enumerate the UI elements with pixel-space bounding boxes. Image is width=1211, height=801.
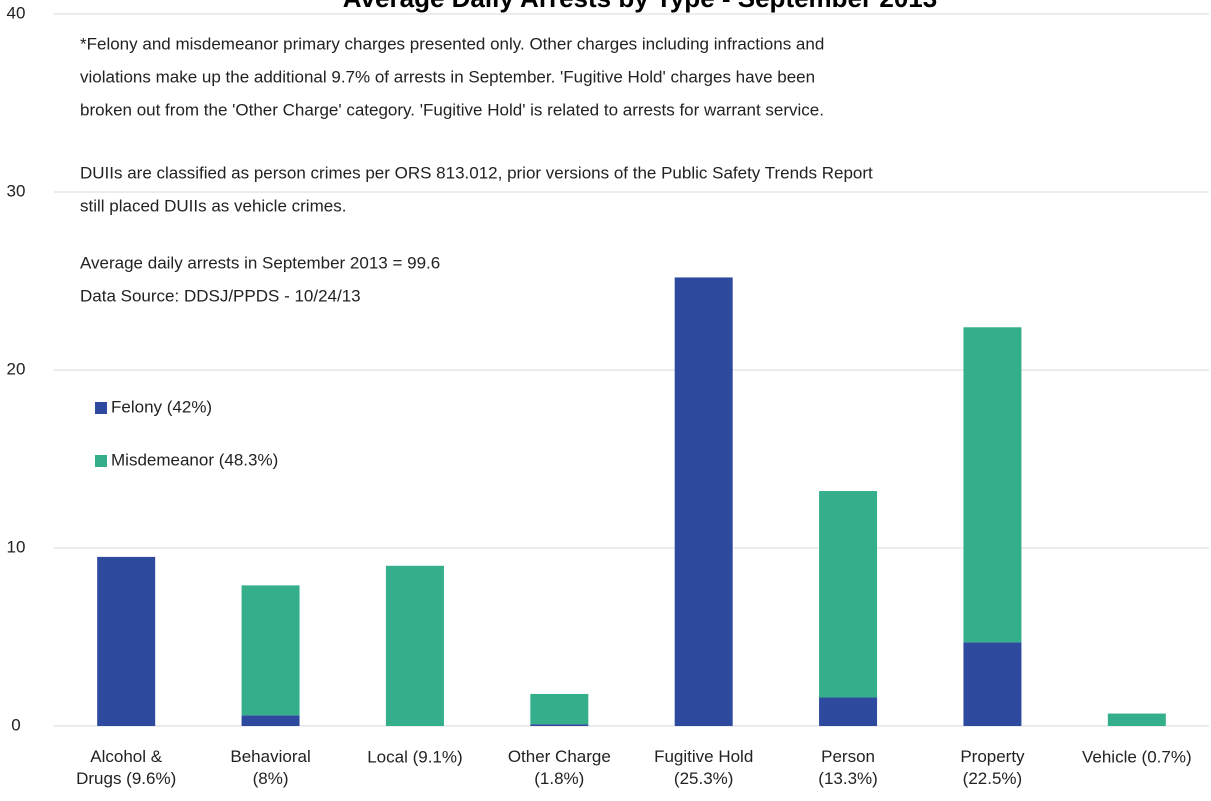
legend-label: Misdemeanor (48.3%) — [111, 450, 278, 469]
x-tick-label: Fugitive Hold (25.3%) — [654, 747, 753, 788]
x-tick-label: Vehicle (0.7%) — [1082, 747, 1192, 766]
note: DUIIs are classified as person crimes pe… — [80, 163, 873, 182]
y-tick-label: 30 — [7, 181, 26, 200]
bar-segment — [963, 327, 1022, 643]
y-tick-label: 10 — [7, 537, 26, 556]
y-tick-label: 0 — [11, 715, 20, 734]
bar-segment — [241, 715, 300, 726]
legend-swatch — [95, 455, 107, 467]
bar-segment — [97, 556, 156, 726]
y-tick-label: 20 — [7, 359, 26, 378]
bar-segment — [385, 565, 444, 726]
bar-segment — [819, 491, 878, 698]
legend-swatch — [95, 402, 107, 414]
bar-segment — [530, 693, 589, 725]
legend-label: Felony (42%) — [111, 397, 212, 416]
bar-segment — [241, 585, 300, 716]
bar-segment — [530, 724, 589, 726]
x-tick-label: Behavioral (8%) — [230, 747, 310, 788]
x-tick-label: Local (9.1%) — [367, 747, 462, 766]
note: Average daily arrests in September 2013 … — [80, 253, 440, 272]
bar-segment — [1107, 713, 1166, 726]
note: broken out from the 'Other Charge' categ… — [80, 100, 824, 119]
bar-segment — [674, 277, 733, 726]
note: violations make up the additional 9.7% o… — [80, 67, 815, 86]
y-tick-label: 40 — [7, 3, 26, 22]
bar-segment — [963, 642, 1022, 726]
x-tick-label: Person (13.3%) — [818, 747, 878, 788]
note: Data Source: DDSJ/PPDS - 10/24/13 — [80, 286, 361, 305]
note: *Felony and misdemeanor primary charges … — [80, 34, 824, 53]
note: still placed DUIIs as vehicle crimes. — [80, 196, 346, 215]
chart-title: Average Daily Arrests by Type - Septembe… — [343, 0, 937, 13]
bar-segment — [819, 697, 878, 726]
x-tick-label: Alcohol & Drugs (9.6%) — [76, 747, 176, 788]
x-tick-label: Property (22.5%) — [960, 747, 1025, 788]
x-tick-label: Other Charge (1.8%) — [508, 747, 611, 788]
